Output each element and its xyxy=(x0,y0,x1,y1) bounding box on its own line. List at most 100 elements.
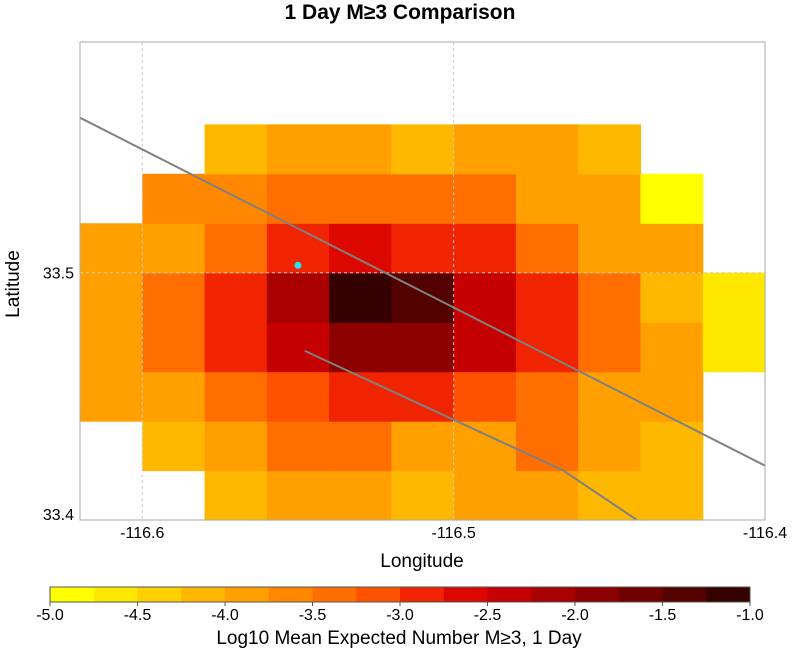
heatmap-cell xyxy=(266,322,330,373)
colorbar-tick-label: -3.5 xyxy=(299,607,327,624)
heatmap-cell xyxy=(391,173,455,224)
colorbar-segment xyxy=(400,587,445,602)
colorbar-segment xyxy=(50,587,95,602)
heatmap-cell xyxy=(391,421,455,472)
heatmap-cell xyxy=(578,124,642,175)
heatmap-cell xyxy=(329,322,392,373)
heatmap-cell xyxy=(515,470,579,521)
heatmap-cell xyxy=(515,124,579,175)
heatmap-cell xyxy=(142,272,206,323)
heatmap-cell xyxy=(204,272,268,323)
heatmap-cell xyxy=(515,371,579,422)
heatmap-cell xyxy=(640,470,704,521)
colorbar-segment xyxy=(443,587,488,602)
heatmap-cell xyxy=(142,371,206,422)
colorbar-tick-label: -3.0 xyxy=(386,607,414,624)
colorbar-segment xyxy=(181,587,226,602)
x-axis-label: Longitude xyxy=(380,551,463,572)
colorbar-segment xyxy=(706,587,751,602)
heatmap-cells xyxy=(80,124,766,521)
heatmap-cell xyxy=(142,173,206,224)
heatmap-cell xyxy=(204,173,268,224)
heatmap-cell xyxy=(453,421,517,472)
x-tick-label: -116.4 xyxy=(743,525,787,542)
colorbar-segment xyxy=(312,587,357,602)
fault-line xyxy=(79,116,766,467)
colorbar-tick-label: -2.0 xyxy=(561,607,589,624)
colorbar-tick-label: -4.5 xyxy=(124,607,152,624)
heatmap-cell xyxy=(453,124,517,175)
heatmap-cell xyxy=(578,223,642,274)
colorbar-tick-label: -2.5 xyxy=(474,607,502,624)
heatmap-cell xyxy=(515,322,579,373)
fault-lines xyxy=(79,116,766,521)
colorbar-segment xyxy=(356,587,401,602)
heatmap-cell xyxy=(578,421,642,472)
heatmap-cell xyxy=(640,173,704,224)
heatmap-cell xyxy=(266,371,330,422)
heatmap-cell xyxy=(515,173,579,224)
heatmap-cell xyxy=(204,421,268,472)
heatmap-cell xyxy=(204,470,268,521)
heatmap-cell xyxy=(578,173,642,224)
heatmap-cell xyxy=(80,322,143,373)
heatmap-cell xyxy=(453,470,517,521)
x-tick-label: -116.5 xyxy=(432,525,476,542)
y-tick-label: 33.5 xyxy=(43,266,74,283)
colorbar-segment xyxy=(93,587,138,602)
heatmap-cell xyxy=(453,322,517,373)
y-tick-label: 33.4 xyxy=(43,507,74,524)
heatmap-cell xyxy=(578,371,642,422)
heatmap-cell xyxy=(578,322,642,373)
heatmap-cell xyxy=(640,371,704,422)
heatmap-cell xyxy=(204,371,268,422)
chart-title: 1 Day M≥3 Comparison xyxy=(285,1,516,24)
heatmap-cell xyxy=(329,470,392,521)
heatmap-cell xyxy=(266,421,330,472)
colorbar-tick-label: -4.0 xyxy=(211,607,239,624)
heatmap-cell xyxy=(142,322,206,373)
heatmap-cell xyxy=(640,322,704,373)
colorbar-tick-label: -1.0 xyxy=(736,607,764,624)
heatmap-cell xyxy=(578,470,642,521)
plot-frame xyxy=(79,41,766,521)
colorbar xyxy=(49,586,751,603)
heatmap-cell xyxy=(266,124,330,175)
x-tick-labels: -116.6 -116.5 -116.4 xyxy=(120,525,787,542)
epicenter-marker xyxy=(294,261,302,269)
heatmap-cell xyxy=(515,223,579,274)
heatmap-cell xyxy=(329,371,392,422)
colorbar-segment xyxy=(618,587,663,602)
heatmap-cell xyxy=(329,272,392,323)
heatmap-cell xyxy=(80,223,143,274)
heatmap-cell xyxy=(453,173,517,224)
heatmap-cell xyxy=(391,322,455,373)
y-tick-labels: 33.5 33.4 xyxy=(43,266,74,524)
heatmap-cell xyxy=(640,272,704,323)
heatmap-cell xyxy=(329,421,392,472)
heatmap-cell xyxy=(391,124,455,175)
heatmap-cell xyxy=(266,272,330,323)
heatmap-cell xyxy=(266,173,330,224)
marker-layer xyxy=(294,261,302,269)
colorbar-label: Log10 Mean Expected Number M≥3, 1 Day xyxy=(216,628,582,649)
colorbar-segment xyxy=(487,587,532,602)
heatmap-cell xyxy=(80,272,143,323)
heatmap-cell xyxy=(578,272,642,323)
colorbar-tick-labels: -5.0 -4.5 -4.0 -3.5 -3.0 -2.5 -2.0 -1.5 -1.0 xyxy=(36,602,764,624)
fault-line xyxy=(304,349,638,521)
x-tick-label: -116.6 xyxy=(120,525,164,542)
heatmap-cell xyxy=(391,223,455,274)
colorbar-tick-label: -5.0 xyxy=(36,607,64,624)
colorbar-segment xyxy=(137,587,182,602)
heatmap-cell xyxy=(329,124,392,175)
heatmap-cell xyxy=(266,470,330,521)
heatmap-cell xyxy=(453,371,517,422)
heatmap-cell xyxy=(329,223,392,274)
colorbar-segment xyxy=(575,587,620,602)
colorbar-tick-label: -1.5 xyxy=(649,607,677,624)
colorbar-segment xyxy=(531,587,576,602)
heatmap-cell xyxy=(391,470,455,521)
heatmap-cell xyxy=(453,223,517,274)
